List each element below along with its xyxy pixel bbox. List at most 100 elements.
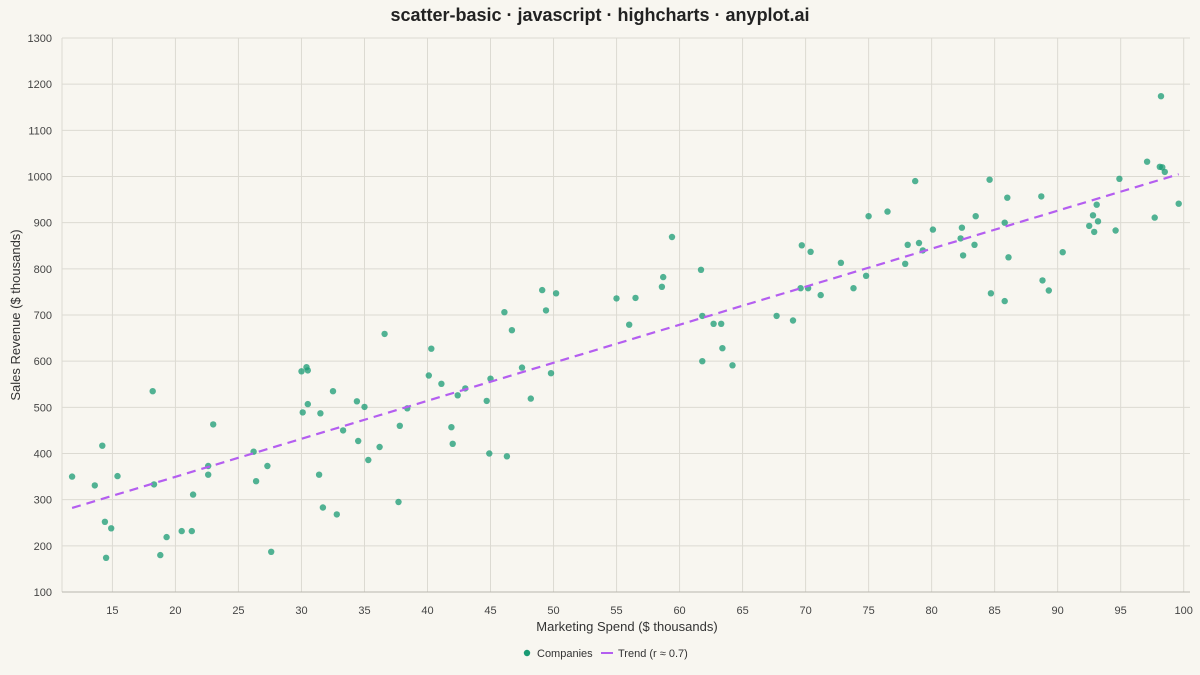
- data-point-98: [1001, 297, 1008, 305]
- y-tick-label: 1100: [28, 125, 52, 137]
- y-tick-label: 100: [34, 587, 52, 599]
- data-point-88: [915, 239, 923, 247]
- data-point-113: [1143, 158, 1151, 165]
- data-point-37: [381, 330, 388, 338]
- x-axis-tick-labels: 15 20 25 30 35 40 45 50 55 60 65 70 75 80 85 90 95 100: [106, 605, 1193, 617]
- data-point-71: [719, 345, 726, 352]
- data-point-61: [626, 321, 633, 328]
- data-point-109: [1093, 201, 1100, 208]
- y-tick-label: 1300: [28, 33, 52, 45]
- data-point-72: [729, 362, 736, 369]
- y-tick-label: 300: [34, 495, 52, 507]
- data-point-30: [333, 511, 340, 518]
- data-point-105: [1059, 249, 1066, 256]
- data-point-22: [299, 409, 306, 416]
- data-point-108: [1091, 228, 1098, 236]
- data-point-81: [850, 285, 857, 292]
- data-point-110: [1094, 218, 1102, 225]
- data-point-1: [91, 482, 99, 489]
- data-point-101: [1005, 254, 1012, 261]
- data-point-116: [1157, 93, 1165, 100]
- x-tick-label: 95: [1115, 605, 1127, 617]
- data-point-60: [613, 295, 620, 302]
- data-point-102: [1038, 193, 1045, 200]
- legend: Companies Trend (r ≈ 0.7): [523, 648, 688, 660]
- x-tick-label: 80: [926, 605, 938, 617]
- y-tick-label: 200: [34, 541, 52, 553]
- data-point-92: [958, 224, 966, 231]
- data-point-111: [1112, 227, 1119, 234]
- data-point-65: [668, 233, 676, 241]
- y-tick-label: 1200: [28, 79, 52, 91]
- x-tick-label: 60: [673, 605, 685, 617]
- data-point-93: [959, 252, 967, 259]
- data-point-76: [798, 242, 805, 249]
- data-point-69: [710, 320, 717, 327]
- data-point-5: [108, 525, 115, 532]
- x-tick-label: 90: [1052, 605, 1064, 617]
- x-tick-label: 20: [169, 605, 181, 617]
- plot-series: [68, 93, 1182, 561]
- chart-title: scatter-basic · javascript · highcharts …: [390, 5, 809, 25]
- y-tick-label: 700: [34, 310, 52, 322]
- y-tick-label: 900: [34, 218, 52, 230]
- data-point-70: [718, 320, 725, 327]
- data-point-0: [68, 473, 76, 480]
- data-point-42: [428, 345, 435, 352]
- data-point-51: [501, 309, 508, 316]
- data-point-84: [884, 208, 891, 215]
- data-point-35: [365, 456, 372, 464]
- axes: [61, 38, 1190, 593]
- legend-item-companies[interactable]: Companies: [523, 648, 593, 660]
- data-point-56: [539, 286, 546, 294]
- x-tick-label: 75: [862, 605, 874, 617]
- x-tick-label: 30: [295, 605, 307, 617]
- data-point-96: [986, 176, 993, 183]
- data-point-114: [1151, 214, 1158, 221]
- data-point-79: [817, 291, 824, 299]
- data-point-62: [632, 294, 639, 302]
- x-tick-label: 45: [484, 605, 496, 617]
- data-point-86: [904, 241, 911, 248]
- x-tick-label: 65: [736, 605, 748, 617]
- data-point-16: [210, 421, 217, 428]
- data-point-119: [1175, 200, 1182, 207]
- data-point-29: [329, 388, 337, 395]
- data-point-63: [658, 283, 666, 290]
- x-tick-label: 100: [1175, 605, 1193, 617]
- data-point-20: [268, 548, 275, 555]
- data-point-118: [1161, 168, 1169, 176]
- data-point-34: [361, 403, 368, 411]
- data-point-87: [912, 177, 919, 185]
- data-point-9: [157, 551, 164, 559]
- data-point-53: [508, 327, 516, 334]
- data-point-80: [837, 259, 845, 266]
- data-point-25: [304, 400, 311, 408]
- data-point-39: [396, 422, 403, 429]
- data-point-11: [178, 527, 185, 535]
- x-tick-label: 70: [799, 605, 811, 617]
- data-point-7: [149, 388, 156, 395]
- data-point-4: [102, 554, 110, 561]
- data-point-54: [518, 364, 526, 371]
- data-point-90: [929, 226, 937, 233]
- y-tick-label: 800: [34, 264, 52, 276]
- data-point-66: [697, 266, 705, 273]
- data-point-3: [101, 518, 109, 525]
- data-point-99: [1001, 219, 1008, 226]
- legend-item-trend[interactable]: Trend (r ≈ 0.7): [601, 648, 688, 660]
- data-point-36: [376, 443, 383, 451]
- data-point-64: [660, 273, 667, 281]
- data-point-107: [1089, 212, 1097, 219]
- legend-label-companies: Companies: [537, 648, 593, 660]
- data-point-82: [862, 272, 870, 279]
- data-point-10: [163, 533, 170, 541]
- x-tick-label: 35: [358, 605, 370, 617]
- data-point-73: [773, 312, 780, 320]
- data-point-32: [353, 398, 361, 405]
- x-tick-label: 15: [106, 605, 118, 617]
- data-point-33: [355, 437, 362, 445]
- data-point-67: [699, 312, 706, 320]
- data-point-91: [957, 235, 964, 242]
